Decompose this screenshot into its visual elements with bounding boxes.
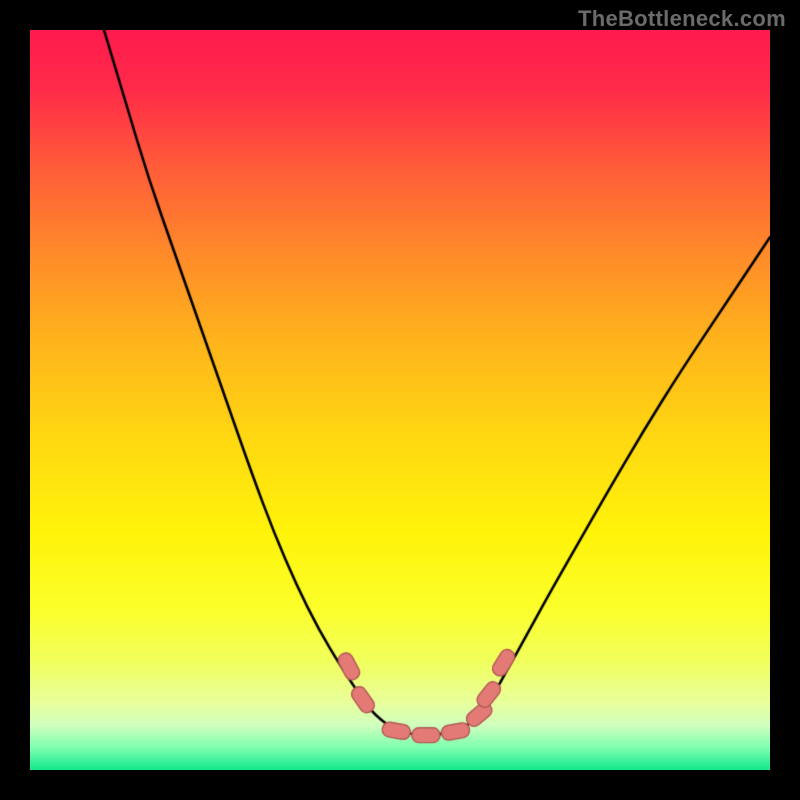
chart-container: TheBottleneck.com — [0, 0, 800, 800]
watermark-text: TheBottleneck.com — [578, 6, 786, 32]
bottleneck-curve-plot — [30, 30, 770, 770]
